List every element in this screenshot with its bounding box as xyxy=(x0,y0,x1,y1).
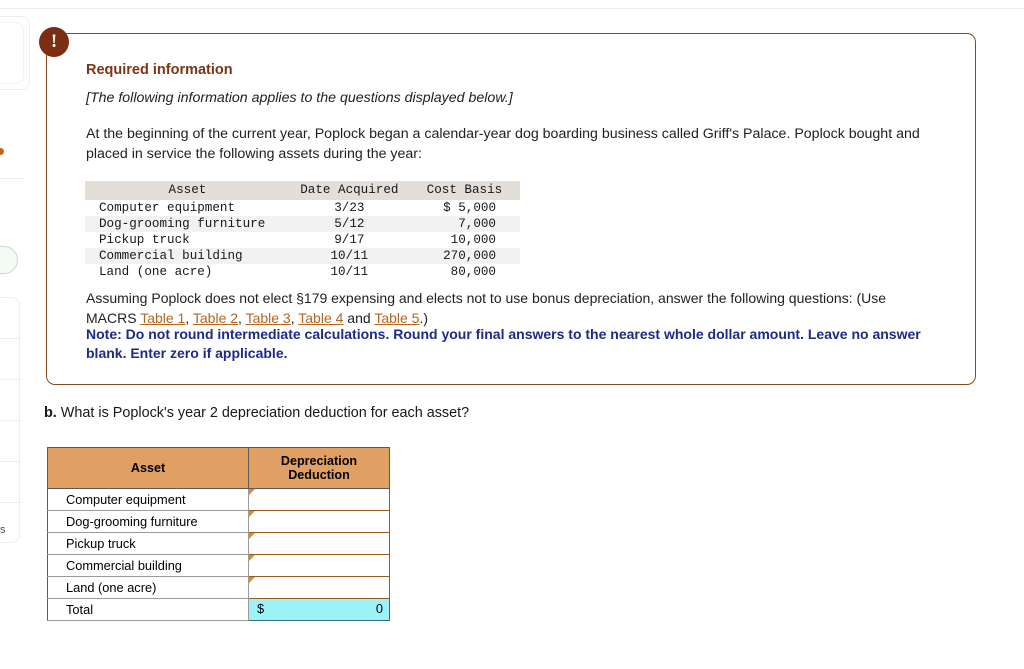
answer-table-header-row: Asset Depreciation Deduction xyxy=(47,447,390,489)
deduction-input-dog-grooming-furniture[interactable] xyxy=(248,510,390,533)
asset-name: Pickup truck xyxy=(99,233,190,247)
shell-list-panel xyxy=(0,297,21,543)
total-currency-symbol: $ xyxy=(257,601,265,616)
deduction-input-computer-equipment[interactable] xyxy=(248,488,390,511)
asset-cost: 10,000 xyxy=(450,233,496,247)
question-b: b. What is Poplock's year 2 depreciation… xyxy=(44,405,469,421)
answer-total-value-cell: $ 0 xyxy=(248,598,390,621)
answer-header-depreciation-deduction: Depreciation Deduction xyxy=(248,447,390,489)
question-b-marker: b. xyxy=(44,405,57,421)
asset-table-header-asset: Asset xyxy=(85,181,290,200)
cell-marker-icon xyxy=(249,555,255,561)
answer-header-asset: Asset xyxy=(47,447,249,489)
answer-row-label: Dog-grooming furniture xyxy=(47,510,249,533)
table-row: Pickup truck 9/17 10,000 xyxy=(85,232,520,248)
link-separator-3: , xyxy=(290,309,299,326)
shell-divider xyxy=(0,178,24,179)
answer-row-label: Commercial building xyxy=(47,554,249,577)
shell-score-chip[interactable]: 02 xyxy=(0,246,18,274)
macrs-table-3-link[interactable]: Table 3 xyxy=(245,309,291,326)
answer-row-label: Computer equipment xyxy=(47,488,249,511)
cell-marker-icon xyxy=(249,489,255,495)
link-conjunction: and xyxy=(343,309,375,326)
required-information-panel xyxy=(46,33,976,385)
macrs-table-5-link[interactable]: Table 5 xyxy=(374,309,420,326)
asset-table-header-date: Date Acquired xyxy=(289,181,409,200)
answer-header-line2: Deduction xyxy=(288,468,350,482)
table-row: Land (one acre) 10/11 80,000 xyxy=(85,264,520,280)
table-row: Computer equipment 3/23 $ 5,000 xyxy=(85,200,520,216)
rounding-note: Note: Do not round intermediate calculat… xyxy=(86,326,921,361)
asset-name: Land (one acre) xyxy=(99,265,213,279)
required-information-title: Required information xyxy=(86,62,233,78)
table-row: Dog-grooming furniture 5/12 7,000 xyxy=(85,216,520,232)
cell-marker-icon xyxy=(249,511,255,517)
shell-list-separator xyxy=(0,379,21,380)
asset-cost: 80,000 xyxy=(450,265,496,279)
total-amount: 0 xyxy=(375,601,383,616)
required-information-subnote: [The following information applies to th… xyxy=(86,90,513,106)
macrs-table-2-link[interactable]: Table 2 xyxy=(192,309,239,326)
deduction-input-commercial-building[interactable] xyxy=(248,554,390,577)
answer-row-label: Pickup truck xyxy=(47,532,249,555)
table-row: Commercial building 10/11 270,000 xyxy=(85,248,520,264)
table-row: Pickup truck xyxy=(47,532,390,555)
asset-date: 10/11 xyxy=(330,249,369,263)
deduction-input-land-one-acre[interactable] xyxy=(248,576,390,599)
shell-list-tail-text: s xyxy=(0,524,6,536)
asset-date: 5/12 xyxy=(334,217,365,231)
table-row: Computer equipment xyxy=(47,488,390,511)
asset-cost: 270,000 xyxy=(443,249,496,263)
answer-table-container: Asset Depreciation Deduction Computer eq… xyxy=(47,447,390,621)
table-row: Land (one acre) xyxy=(47,576,390,599)
asset-date: 3/23 xyxy=(334,201,365,215)
top-divider xyxy=(0,8,1024,9)
shell-list-separator xyxy=(0,502,21,503)
asset-cost-basis-table: Asset Date Acquired Cost Basis Computer … xyxy=(85,181,520,280)
question-b-text: What is Poplock's year 2 depreciation de… xyxy=(60,405,470,421)
link-separator-2: , xyxy=(238,309,246,326)
assumption-prefix: Assuming Poplock does not elect §179 exp… xyxy=(86,290,887,326)
answer-row-label: Land (one acre) xyxy=(47,576,249,599)
asset-table-header-cost: Cost Basis xyxy=(408,181,520,200)
deduction-input-pickup-truck[interactable] xyxy=(248,532,390,555)
cell-marker-icon xyxy=(249,577,255,583)
macrs-table-4-link[interactable]: Table 4 xyxy=(298,309,344,326)
shell-list-separator xyxy=(0,338,21,339)
asset-name: Computer equipment xyxy=(99,201,236,215)
table-row: Commercial building xyxy=(47,554,390,577)
assumption-suffix: .) xyxy=(419,309,429,326)
required-information-paragraph: At the beginning of the current year, Po… xyxy=(86,126,920,162)
asset-name: Commercial building xyxy=(99,249,243,263)
macrs-table-1-link[interactable]: Table 1 xyxy=(140,309,186,326)
answer-header-line1: Depreciation xyxy=(280,454,358,468)
asset-date: 9/17 xyxy=(334,233,365,247)
asset-name: Dog-grooming furniture xyxy=(99,217,266,231)
shell-card-inner xyxy=(0,22,24,84)
asset-cost: 7,000 xyxy=(458,217,496,231)
table-row-total: Total $ 0 xyxy=(47,598,390,621)
link-separator-1: , xyxy=(185,309,193,326)
depreciation-answer-table: Asset Depreciation Deduction Computer eq… xyxy=(47,447,390,621)
answer-total-label: Total xyxy=(47,598,249,621)
asset-date: 10/11 xyxy=(330,265,369,279)
shell-list-separator xyxy=(0,461,21,462)
shell-list-separator xyxy=(0,420,21,421)
asset-table-header-row: Asset Date Acquired Cost Basis xyxy=(85,181,520,200)
exclamation-icon: ! xyxy=(39,27,69,57)
cell-marker-icon xyxy=(249,533,255,539)
table-row: Dog-grooming furniture xyxy=(47,510,390,533)
shell-progress-pill xyxy=(0,148,4,155)
assumption-paragraph: Assuming Poplock does not elect §179 exp… xyxy=(86,289,931,328)
asset-cost: $ 5,000 xyxy=(443,201,496,215)
